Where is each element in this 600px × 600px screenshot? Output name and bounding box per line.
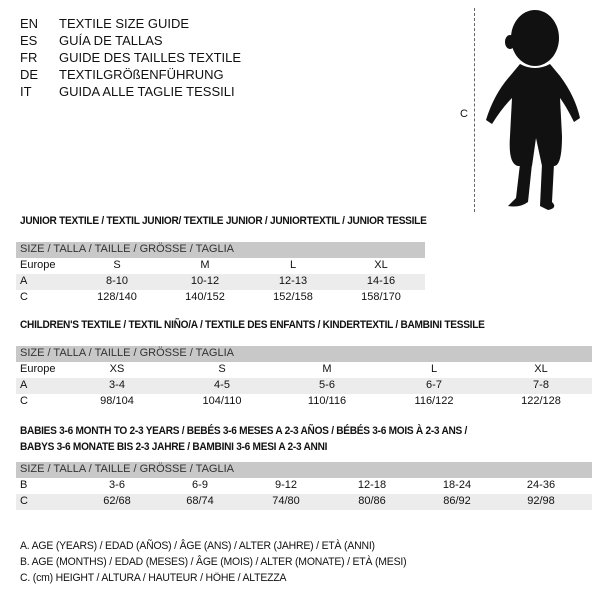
table-cell: 8-10 <box>105 275 129 287</box>
row-label: B <box>20 479 28 491</box>
table-cell: 5-6 <box>319 379 335 391</box>
table-cell: 140/152 <box>185 291 225 303</box>
language-title: TEXTILE SIZE GUIDE <box>59 16 190 31</box>
section-title: CHILDREN'S TEXTILE / TEXTIL NIÑO/A / TEX… <box>20 319 485 331</box>
language-code: FR <box>20 50 38 65</box>
table-cell: 98/104 <box>100 395 134 407</box>
table-cell: L <box>289 259 297 271</box>
table-row: A 8-10 10-12 12-13 14-16 <box>16 274 425 290</box>
table-cell: 3-4 <box>109 379 125 391</box>
header-label: SIZE / TALLA / TAILLE / GRÖSSE / TAGLIA <box>20 347 234 359</box>
section-title: BABIES 3-6 MONTH TO 2-3 YEARS / BEBÉS 3-… <box>20 425 468 437</box>
header-label: SIZE / TALLA / TAILLE / GRÖSSE / TAGLIA <box>20 243 234 255</box>
table-cell: L <box>430 363 438 375</box>
row-label: Europe <box>20 259 56 271</box>
table-row: Europe S M L XL <box>16 258 425 274</box>
section-title-continued: BABYS 3-6 MONATE BIS 2-3 JAHRE / BAMBINI… <box>20 441 328 453</box>
row-label: A <box>20 275 28 287</box>
header-label: SIZE / TALLA / TAILLE / GRÖSSE / TAGLIA <box>20 463 234 475</box>
table-cell: 74/80 <box>272 495 300 507</box>
table-cell: M <box>322 363 332 375</box>
legend-line: C. (cm) HEIGHT / ALTURA / HAUTEUR / HÖHE… <box>20 572 287 584</box>
table-row: C 62/68 68/74 74/80 80/86 86/92 92/98 <box>16 494 592 510</box>
language-code: ES <box>20 33 38 48</box>
table-cell: 18-24 <box>442 479 472 491</box>
table-cell: 14-16 <box>366 275 396 287</box>
legend-line: A. AGE (YEARS) / EDAD (AÑOS) / ÂGE (ANS)… <box>20 540 375 552</box>
table-cell: 158/170 <box>361 291 401 303</box>
table-cell: 128/140 <box>97 291 137 303</box>
table-cell: 68/74 <box>186 495 214 507</box>
table-cell: 6-7 <box>426 379 442 391</box>
table-cell: 10-12 <box>190 275 220 287</box>
table-cell: 62/68 <box>103 495 131 507</box>
table-row: B 3-6 6-9 9-12 12-18 18-24 24-36 <box>16 478 592 494</box>
table-cell: 86/92 <box>443 495 471 507</box>
table-cell: 24-36 <box>526 479 556 491</box>
language-code: DE <box>20 67 39 82</box>
table-cell: 152/158 <box>273 291 313 303</box>
table-cell: 12-18 <box>357 479 387 491</box>
size-table: SIZE / TALLA / TAILLE / GRÖSSE / TAGLIA B… <box>16 462 592 510</box>
table-cell: M <box>200 259 210 271</box>
row-label: C <box>20 395 28 407</box>
table-cell: 7-8 <box>533 379 549 391</box>
table-cell: 116/122 <box>414 395 454 407</box>
table-cell: 104/110 <box>202 395 242 407</box>
table-header: SIZE / TALLA / TAILLE / GRÖSSE / TAGLIA <box>16 462 592 478</box>
language-title: GUIDE DES TAILLES TEXTILE <box>59 50 242 65</box>
table-cell: XL <box>534 363 548 375</box>
language-title: GUIDA ALLE TAGLIE TESSILI <box>59 84 235 99</box>
table-cell: 9-12 <box>274 479 298 491</box>
row-label: Europe <box>20 363 56 375</box>
table-cell: XS <box>109 363 125 375</box>
table-row: Europe XS S M L XL <box>16 362 592 378</box>
row-label: C <box>20 291 28 303</box>
measure-label: C <box>460 108 468 120</box>
row-label: C <box>20 495 28 507</box>
language-title: TEXTILGRÖßENFÜHRUNG <box>59 67 224 82</box>
table-row: C 128/140 140/152 152/158 158/170 <box>16 290 425 306</box>
table-cell: S <box>218 363 226 375</box>
table-row: A 3-4 4-5 5-6 6-7 7-8 <box>16 378 592 394</box>
section-title: JUNIOR TEXTILE / TEXTIL JUNIOR/ TEXTILE … <box>20 215 427 227</box>
row-label: A <box>20 379 28 391</box>
size-table: SIZE / TALLA / TAILLE / GRÖSSE / TAGLIA E… <box>16 242 425 306</box>
table-cell: 110/116 <box>307 395 347 407</box>
language-code: IT <box>20 84 32 99</box>
language-title: GUÍA DE TALLAS <box>59 33 163 48</box>
legend-line: B. AGE (MONTHS) / EDAD (MESES) / ÂGE (MO… <box>20 556 407 568</box>
table-cell: 6-9 <box>192 479 208 491</box>
table-row: C 98/104 104/110 110/116 116/122 122/128 <box>16 394 592 410</box>
table-cell: XL <box>374 259 388 271</box>
table-cell: 3-6 <box>109 479 125 491</box>
child-silhouette <box>486 10 580 210</box>
table-cell: 122/128 <box>521 395 561 407</box>
language-code: EN <box>20 16 39 31</box>
table-cell: 92/98 <box>527 495 555 507</box>
size-table: SIZE / TALLA / TAILLE / GRÖSSE / TAGLIA E… <box>16 346 592 410</box>
height-guide-line <box>474 8 475 212</box>
table-cell: 80/86 <box>358 495 386 507</box>
table-cell: 4-5 <box>214 379 230 391</box>
table-header: SIZE / TALLA / TAILLE / GRÖSSE / TAGLIA <box>16 242 425 258</box>
table-cell: 12-13 <box>278 275 308 287</box>
table-header: SIZE / TALLA / TAILLE / GRÖSSE / TAGLIA <box>16 346 592 362</box>
table-cell: S <box>113 259 121 271</box>
